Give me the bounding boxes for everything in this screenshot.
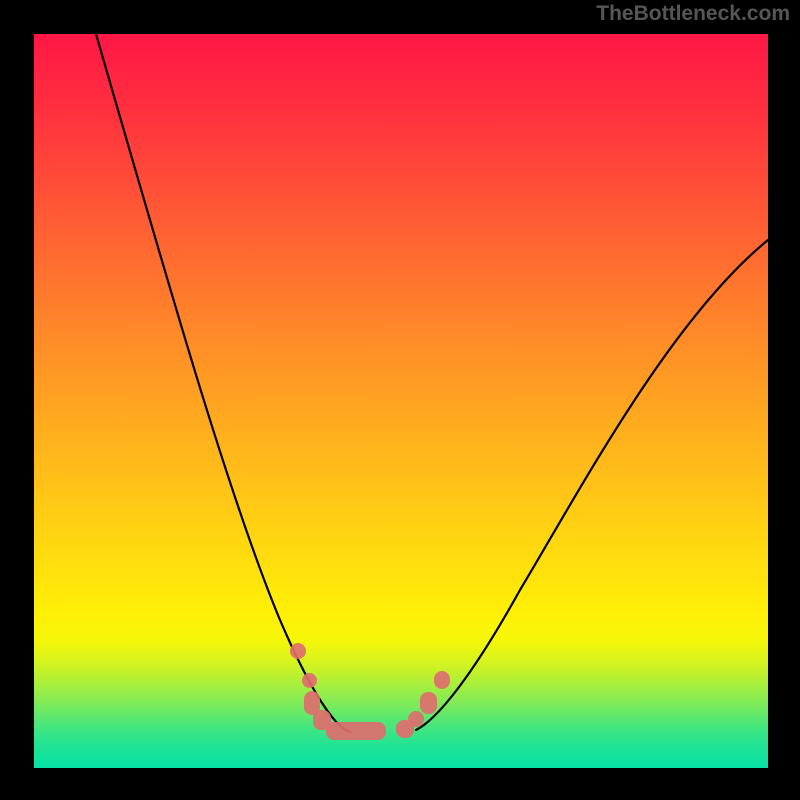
watermark-text: TheBottleneck.com bbox=[596, 2, 790, 26]
plot-area bbox=[34, 34, 768, 768]
chart-container: { "watermark": { "text": "TheBottleneck.… bbox=[0, 0, 800, 800]
